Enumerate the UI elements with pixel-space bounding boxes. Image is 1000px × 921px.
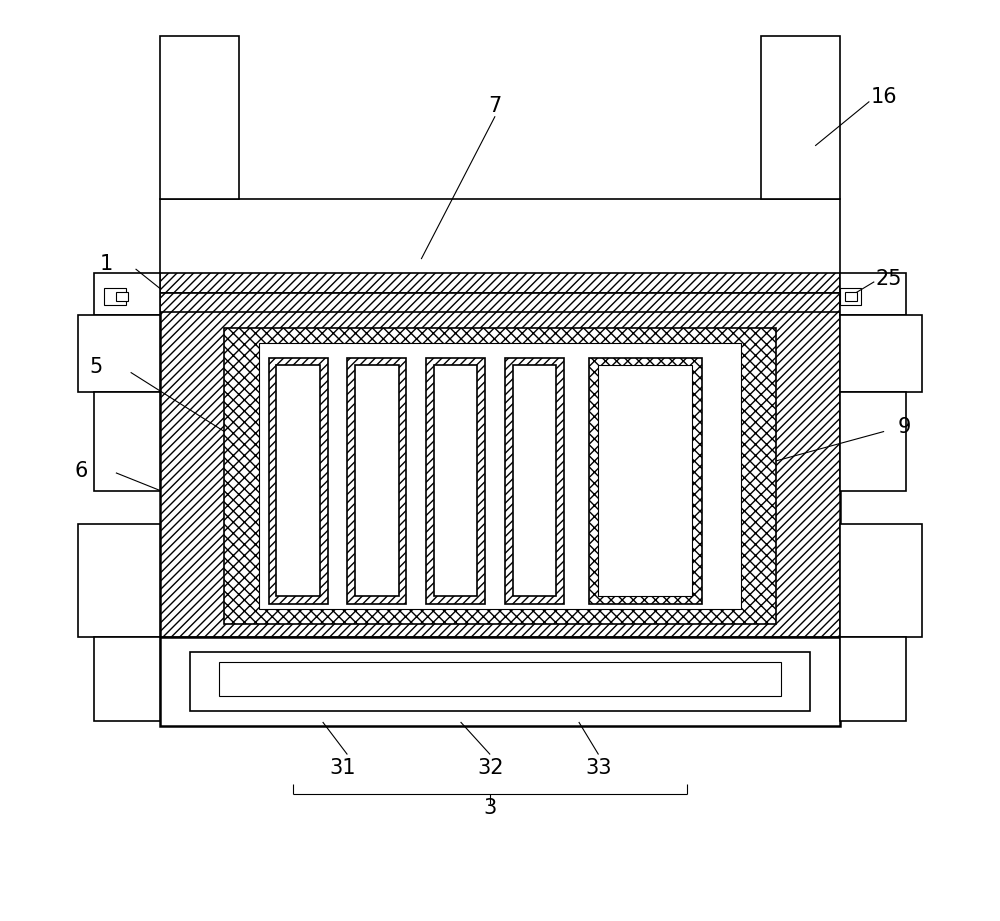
Bar: [513, 366, 556, 596]
Bar: [840, 273, 906, 315]
Bar: [104, 287, 126, 306]
Bar: [160, 199, 840, 293]
Bar: [434, 366, 477, 596]
Bar: [840, 524, 922, 637]
Text: 9: 9: [897, 416, 911, 437]
Bar: [840, 637, 906, 721]
Bar: [78, 524, 160, 637]
Bar: [160, 293, 840, 637]
Text: 5: 5: [90, 357, 103, 378]
Bar: [259, 343, 741, 609]
Bar: [426, 357, 485, 604]
Bar: [355, 366, 399, 596]
Bar: [276, 366, 320, 596]
Bar: [94, 392, 160, 491]
Text: 25: 25: [876, 269, 902, 289]
Text: 16: 16: [871, 87, 897, 107]
Bar: [761, 37, 840, 199]
Bar: [224, 328, 776, 624]
Text: 33: 33: [585, 758, 612, 778]
Text: 3: 3: [484, 798, 497, 818]
Text: 32: 32: [477, 758, 503, 778]
Bar: [505, 357, 564, 604]
Bar: [160, 637, 840, 726]
Text: 31: 31: [329, 758, 356, 778]
Text: 1: 1: [99, 254, 113, 274]
Bar: [160, 273, 840, 293]
Bar: [219, 662, 781, 696]
Bar: [840, 315, 922, 392]
Bar: [840, 287, 861, 306]
Bar: [78, 315, 160, 392]
Bar: [160, 293, 840, 312]
Bar: [116, 292, 128, 301]
Bar: [598, 366, 692, 596]
Bar: [840, 392, 906, 491]
Bar: [94, 273, 160, 315]
Text: 6: 6: [75, 460, 88, 481]
Bar: [160, 37, 239, 199]
Bar: [190, 652, 810, 711]
Text: 7: 7: [488, 97, 502, 116]
Bar: [347, 357, 406, 604]
Bar: [845, 292, 857, 301]
Bar: [269, 357, 328, 604]
Bar: [94, 637, 160, 721]
Bar: [589, 357, 702, 604]
